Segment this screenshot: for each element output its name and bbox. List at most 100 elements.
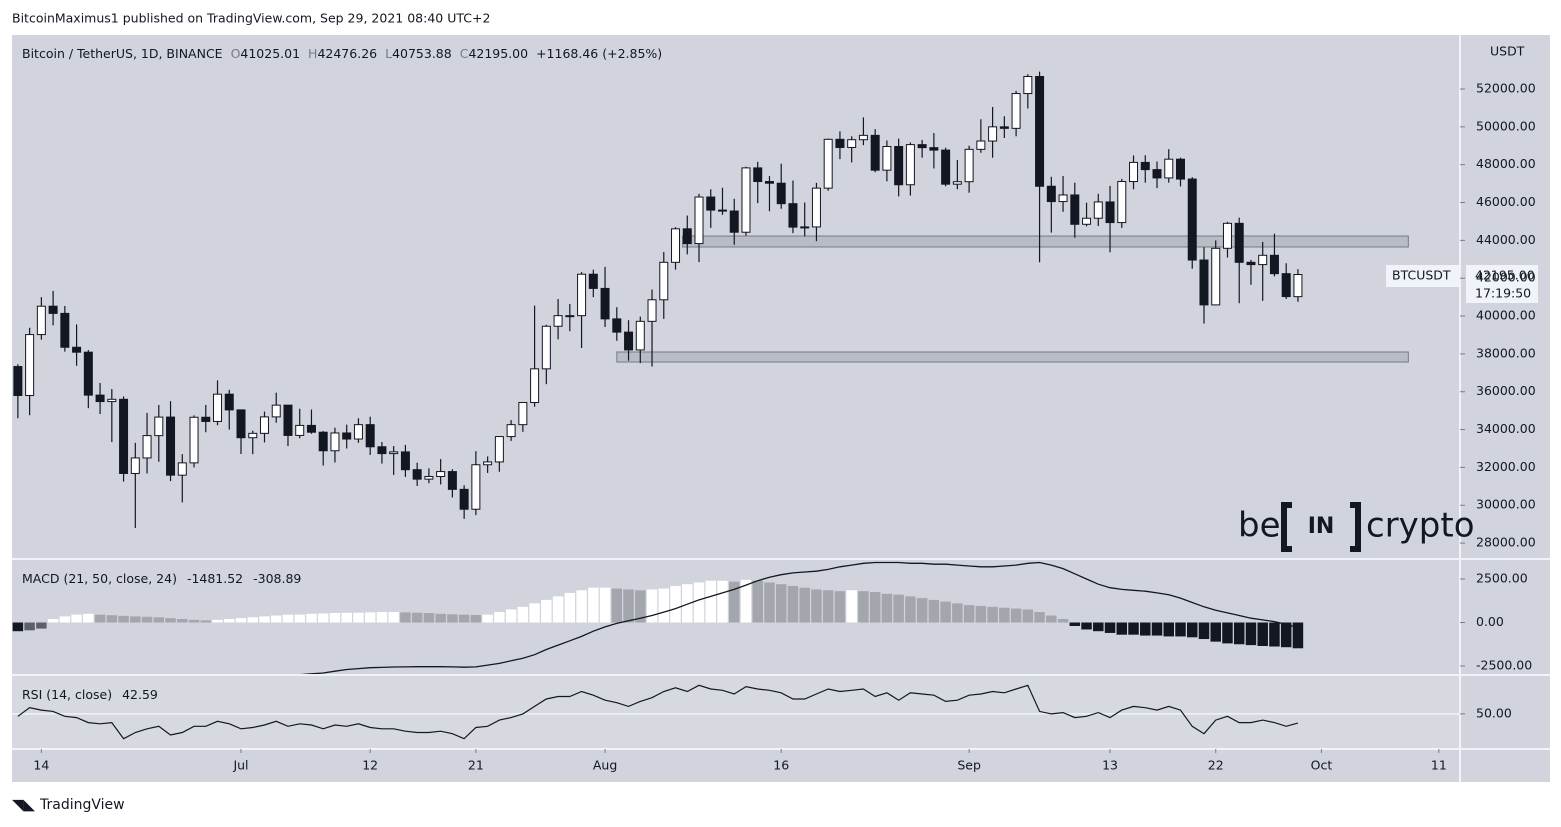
- tv-icon: ◥◣: [12, 796, 36, 814]
- macd-histogram-bar: [963, 605, 975, 623]
- macd-line-value: -308.89: [253, 571, 301, 586]
- candle-body: [342, 432, 352, 440]
- candle-body: [1175, 158, 1185, 180]
- macd-histogram-bar: [717, 580, 728, 623]
- candle-body: [36, 305, 46, 336]
- macd-histogram-bar: [1163, 622, 1175, 637]
- macd-histogram-bar: [1280, 622, 1292, 648]
- candle-body: [389, 451, 399, 455]
- candle-body: [1293, 274, 1303, 298]
- candle-body: [1070, 194, 1080, 225]
- macd-histogram-bar: [177, 619, 188, 623]
- macd-histogram-bar: [494, 612, 505, 623]
- candle-body: [1046, 185, 1056, 203]
- candle-body: [941, 149, 951, 185]
- legend-change: +1168.46 (+2.85%): [536, 46, 662, 61]
- y-tick-label: 46000.00: [1476, 194, 1536, 209]
- macd-histogram-value: -1481.52: [187, 571, 243, 586]
- legend-open: 41025.01: [240, 46, 300, 61]
- macd-histogram-bar: [682, 584, 693, 623]
- publisher-line: BitcoinMaximus1 published on TradingView…: [12, 11, 490, 26]
- candle-body: [988, 126, 998, 142]
- candle-body: [60, 312, 70, 348]
- candle-body: [236, 409, 246, 439]
- candle-body: [189, 416, 199, 464]
- y-tick-label: 36000.00: [1476, 383, 1536, 398]
- candle-body: [318, 431, 328, 452]
- candle-body: [717, 209, 727, 212]
- rsi-background: [12, 676, 1460, 749]
- candle-body: [424, 475, 434, 480]
- macd-histogram-bar: [1245, 622, 1257, 646]
- x-tick-label: 16: [773, 758, 789, 773]
- rsi-pane: [12, 684, 1460, 740]
- macd-histogram-bar: [928, 599, 940, 623]
- macd-histogram-bar: [270, 615, 282, 623]
- candle-body: [177, 462, 187, 476]
- y-tick-label: 30000.00: [1476, 497, 1536, 512]
- legend-high: 42476.26: [317, 46, 377, 61]
- macd-histogram-bar: [940, 601, 951, 623]
- macd-histogram-bar: [822, 590, 834, 623]
- macd-histogram-bar: [1057, 619, 1069, 623]
- candle-body: [847, 139, 857, 148]
- candle-body: [905, 144, 915, 186]
- candle-body: [377, 446, 387, 455]
- macd-histogram-bar: [435, 613, 446, 623]
- macd-histogram-bar: [329, 612, 341, 623]
- candle-body: [600, 287, 610, 320]
- candle-body: [1023, 76, 1033, 95]
- macd-histogram-bar: [505, 609, 517, 623]
- x-tick-label: 14: [33, 758, 49, 773]
- macd-histogram-bar: [1046, 615, 1057, 623]
- macd-histogram-bar: [987, 606, 998, 623]
- macd-histogram-bar: [1222, 622, 1233, 644]
- macd-histogram-bar: [858, 591, 869, 623]
- y-tick-label: 52000.00: [1476, 80, 1536, 95]
- macd-pane: [12, 561, 1304, 674]
- candle-body: [624, 331, 634, 351]
- macd-histogram-bar: [1151, 622, 1163, 636]
- candle-body: [1129, 161, 1139, 183]
- candle-body: [577, 273, 587, 317]
- macd-histogram-bar: [952, 603, 963, 623]
- candle-body: [753, 167, 763, 183]
- macd-histogram-bar: [1093, 622, 1104, 632]
- candle-body: [25, 334, 35, 397]
- x-tick-label: Aug: [593, 758, 617, 773]
- macd-histogram-bar: [1210, 622, 1221, 642]
- legend: Bitcoin / TetherUS, 1D, BINANCE O41025.0…: [22, 46, 662, 61]
- candle-body: [283, 404, 293, 436]
- x-tick-label: 12: [362, 758, 378, 773]
- x-tick-label: 22: [1208, 758, 1224, 773]
- macd-histogram-bar: [71, 614, 82, 623]
- candle-body: [494, 436, 504, 463]
- macd-histogram-bar: [282, 614, 294, 623]
- macd-histogram-bar: [1269, 622, 1280, 647]
- candle-body: [224, 393, 234, 411]
- macd-histogram-bar: [1233, 622, 1245, 645]
- candle-body: [1234, 222, 1244, 263]
- macd-histogram-bar: [799, 587, 810, 623]
- price-pane: [13, 71, 1409, 528]
- macd-histogram-bar: [411, 612, 423, 623]
- macd-histogram-bar: [83, 613, 94, 623]
- logo-brackets: [1281, 502, 1361, 552]
- macd-title: MACD (21, 50, close, 24): [22, 571, 177, 586]
- macd-histogram-bar: [881, 593, 893, 623]
- candle-body: [130, 457, 140, 474]
- candle-body: [694, 196, 704, 245]
- candle-body: [142, 435, 152, 459]
- candle-body: [83, 351, 93, 396]
- rsi-line: [17, 684, 1299, 740]
- macd-histogram-bar: [541, 599, 552, 623]
- candle-body: [330, 432, 340, 452]
- legend-c: C: [460, 46, 469, 61]
- x-tick-label: Sep: [957, 758, 981, 773]
- candle-body: [306, 424, 316, 433]
- macd-histogram-bar: [317, 613, 329, 623]
- macd-histogram-bar: [259, 616, 270, 623]
